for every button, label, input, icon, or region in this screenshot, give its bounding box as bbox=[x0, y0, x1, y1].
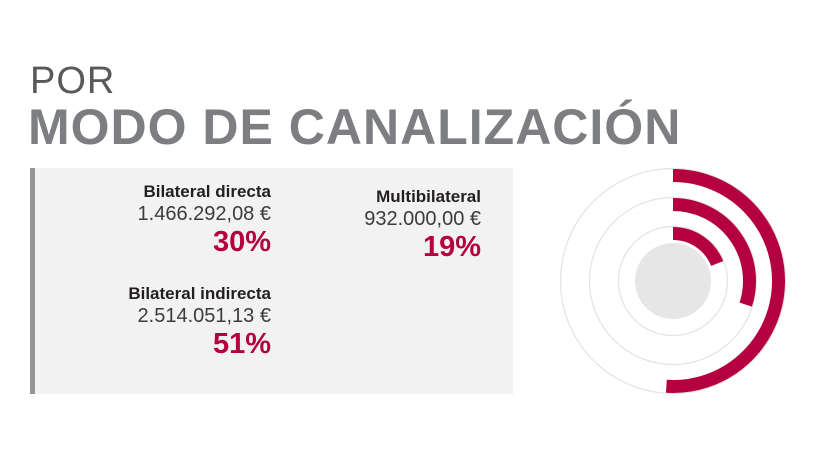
legend-item-bilateral-indirecta: Bilateral indirecta 2.514.051,13 € 51% bbox=[41, 284, 271, 361]
guide-ring bbox=[559, 167, 787, 395]
legend-item-amount: 932.000,00 € bbox=[364, 208, 481, 231]
page-title: MODO DE CANALIZACIÓN bbox=[28, 99, 682, 155]
legend-item-percent: 30% bbox=[212, 226, 271, 259]
legend-item-bilateral-directa: Bilateral directa 1.466.292,08 € 30% bbox=[41, 182, 271, 259]
arc-bilateral-directa bbox=[672, 198, 756, 307]
guide-ring bbox=[588, 196, 758, 366]
legend-item-name: Bilateral directa bbox=[143, 182, 271, 201]
guide-ring bbox=[617, 225, 729, 337]
legend-item-percent: 51% bbox=[212, 328, 271, 361]
legend-item-name: Multibilateral bbox=[376, 187, 481, 206]
legend-item-amount: 2.514.051,13 € bbox=[137, 305, 271, 328]
legend-item-name: Bilateral indirecta bbox=[128, 284, 271, 303]
title-prefix: POR bbox=[30, 60, 116, 102]
center-disc bbox=[635, 243, 711, 319]
arc-multibilateral bbox=[672, 227, 724, 267]
legend-panel: Bilateral directa 1.466.292,08 € 30% Mul… bbox=[30, 168, 513, 394]
legend-item-amount: 1.466.292,08 € bbox=[137, 203, 271, 226]
legend-item-multibilateral: Multibilateral 932.000,00 € 19% bbox=[251, 187, 481, 264]
arc-bilateral-indirecta bbox=[665, 169, 785, 393]
legend-item-percent: 19% bbox=[422, 231, 481, 264]
